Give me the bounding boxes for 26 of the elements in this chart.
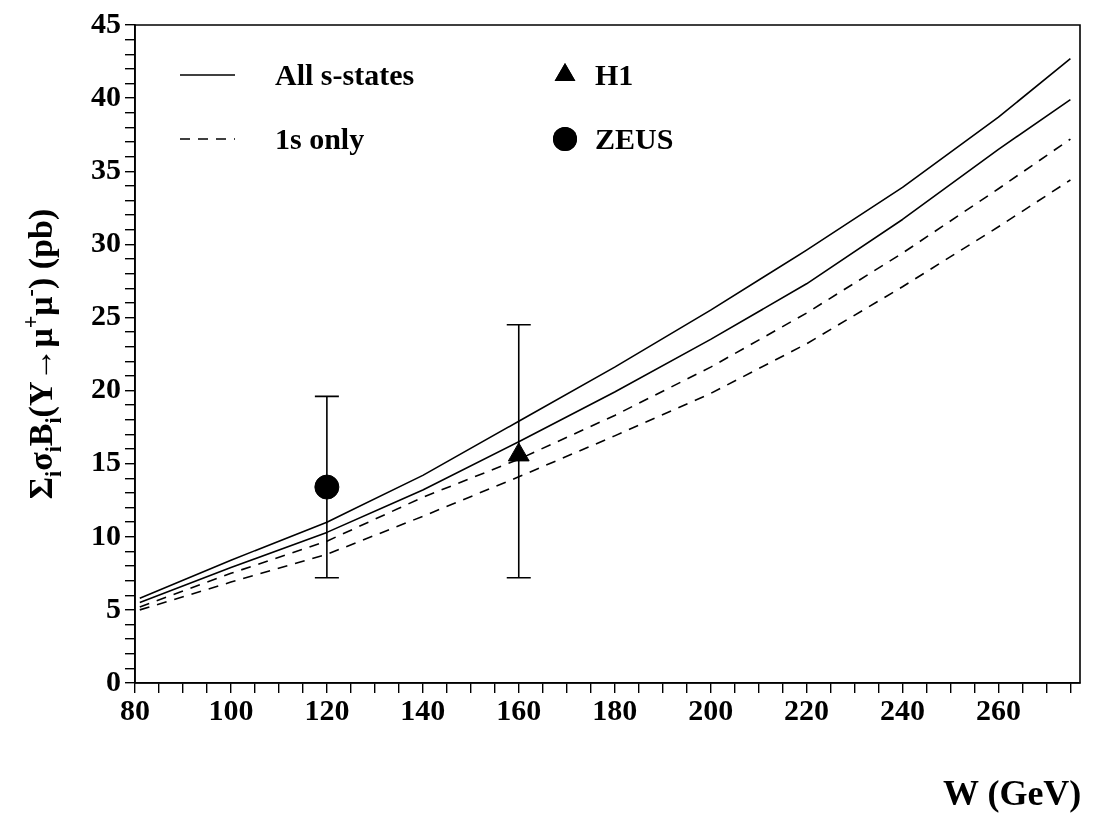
legend-label: ZEUS — [595, 121, 674, 155]
x-axis-title: W (GeV) — [943, 773, 1082, 813]
x-tick-label: 180 — [592, 692, 638, 726]
x-tick-label: 100 — [208, 692, 254, 726]
x-tick-label: 80 — [120, 692, 150, 726]
x-tick-label: 120 — [304, 692, 350, 726]
y-tick-label: 10 — [91, 517, 121, 551]
x-tick-label: 260 — [975, 692, 1021, 726]
legend-label: All s-states — [275, 57, 415, 91]
y-tick-label: 20 — [91, 371, 121, 405]
y-tick-label: 15 — [91, 444, 121, 478]
x-tick-label: 140 — [400, 692, 446, 726]
y-tick-label: 40 — [91, 78, 121, 112]
x-tick-label: 200 — [688, 692, 734, 726]
x-tick-label: 160 — [496, 692, 542, 726]
y-tick-label: 5 — [106, 590, 121, 624]
y-tick-label: 30 — [91, 225, 121, 259]
y-tick-label: 45 — [91, 5, 121, 39]
legend-label: H1 — [595, 57, 634, 91]
y-tick-label: 0 — [106, 663, 121, 697]
text: ΣiσiBi(Υ→μ+μ-) (pb) — [18, 208, 66, 500]
y-tick-label: 25 — [91, 298, 121, 332]
x-tick-label: 240 — [880, 692, 926, 726]
y-tick-label: 35 — [91, 151, 121, 185]
x-tick-label: 220 — [784, 692, 830, 726]
legend-label: 1s only — [275, 121, 365, 155]
